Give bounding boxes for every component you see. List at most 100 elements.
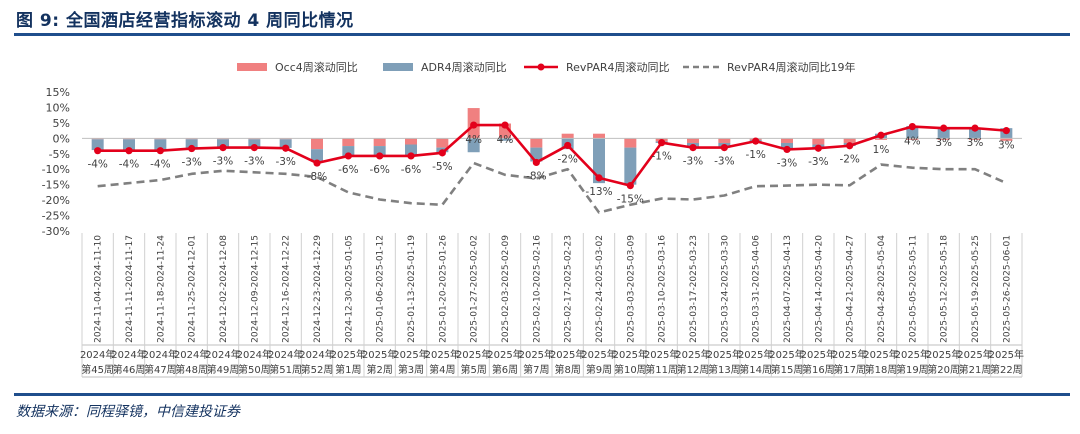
y-tick-label: -20% (42, 194, 70, 207)
revpar-data-label: -8% (526, 170, 546, 182)
occ-bar (937, 138, 950, 140)
occ-bar (718, 138, 731, 143)
revpar-data-label: -3% (213, 156, 233, 168)
revpar-point (971, 124, 979, 132)
adr-bar (342, 146, 355, 157)
revpar-data-label: 1% (873, 144, 890, 156)
x-year-label: 2024年 (299, 348, 334, 361)
legend-marker-2 (537, 63, 545, 71)
y-tick-label: 0% (53, 132, 70, 145)
x-week-label: 第46周 (113, 363, 146, 376)
adr-bar (279, 139, 292, 148)
x-year-label: 2025年 (957, 348, 992, 361)
x-week-label: 第52周 (301, 363, 334, 376)
x-week-label: 第1周 (335, 363, 361, 376)
revpar-data-label: -1% (651, 151, 671, 163)
x-week-label: 第13周 (708, 363, 741, 376)
x-year-label: 2025年 (801, 348, 836, 361)
source-note: 数据来源：同程驿镜，中信建投证券 (16, 404, 240, 420)
x-category-label: 2025-01-27-2025-02-02 (470, 235, 480, 343)
occ-bar (561, 133, 574, 139)
x-category-label: 2024-12-23-2024-12-29 (313, 235, 323, 343)
y-tick-label: -25% (42, 210, 70, 223)
x-year-label: 2025年 (456, 348, 491, 361)
x-category-label: 2025-03-03-2025-03-09 (626, 235, 636, 343)
adr-bar (123, 139, 135, 151)
x-week-label: 第11周 (645, 363, 678, 376)
occ-bar (624, 138, 637, 148)
x-year-label: 2024年 (111, 348, 146, 361)
x-category-label: 2024-11-25-2024-12-01 (188, 235, 198, 343)
revpar-point (595, 174, 603, 182)
x-axis: 2024-11-04-2024-11-10 2024-11-11-2024-11-… (80, 233, 1024, 378)
revpar-point (219, 144, 227, 152)
revpar-point (376, 152, 384, 160)
revpar19-line (97, 161, 1007, 214)
x-week-label: 第14周 (739, 363, 772, 376)
x-category-label: 2024-12-02-2024-12-08 (219, 235, 229, 343)
x-week-label: 第3周 (398, 363, 424, 376)
x-category-label: 2024-11-18-2024-11-24 (156, 235, 166, 343)
revpar-data-label: 3% (935, 137, 952, 149)
revpar-point (564, 141, 572, 150)
revpar-data-label: -4% (119, 159, 139, 171)
occ-bar (311, 138, 323, 150)
revpar-data-label: -3% (808, 156, 828, 168)
occ-bar (436, 138, 449, 148)
adr-bar (185, 139, 198, 148)
revpar-point (940, 124, 948, 132)
revpar-point (814, 144, 822, 152)
x-category-label: 2025-05-12-2025-05-18 (940, 235, 950, 343)
occ-bar (781, 138, 793, 143)
revpar-data-label: -3% (181, 157, 201, 169)
occ-bar (405, 138, 417, 145)
x-week-label: 第49周 (207, 363, 240, 376)
top-rule (14, 33, 1070, 36)
legend-label-0: Occ4周滚动同比 (275, 60, 358, 74)
revpar-data-label: -3% (275, 156, 295, 168)
adr-bar (593, 138, 605, 184)
data-labels: -4% -4% -4% -3% -3% -3% -3% -8% -6% -6% -6% -5% 4% 4%… (87, 134, 1014, 206)
x-year-label: 2025年 (393, 348, 428, 361)
occ-bar (1000, 138, 1013, 141)
occ-bar (969, 138, 981, 140)
bottom-rule (14, 393, 1070, 396)
revpar-point (125, 147, 133, 155)
x-category-label: 2024-12-16-2024-12-22 (282, 235, 292, 343)
revpar-data-label: 3% (967, 137, 984, 149)
x-category-label: 2024-12-09-2024-12-15 (250, 235, 260, 343)
adr-bar (499, 138, 511, 141)
x-week-label: 第15周 (771, 363, 804, 376)
revpar-data-label: -3% (244, 156, 264, 168)
lines (94, 121, 1010, 214)
x-year-label: 2025年 (425, 348, 460, 361)
x-year-label: 2025年 (644, 348, 679, 361)
adr-bar (91, 139, 104, 151)
adr-bar (248, 139, 261, 148)
revpar-point (282, 144, 290, 152)
revpar-data-label: -6% (401, 164, 421, 176)
adr-bar (937, 128, 950, 139)
y-axis: 15% 10% 5% 0% -5% -10% -15% -20% -25% -30% (42, 86, 70, 238)
x-week-label: 第22周 (990, 363, 1023, 376)
x-category-label: 2025-04-07-2025-04-13 (783, 235, 793, 343)
x-category-label: 2025-02-17-2025-02-23 (564, 235, 574, 343)
revpar-data-label: -6% (338, 164, 358, 176)
y-tick-label: -15% (42, 179, 70, 192)
x-year-label: 2025年 (519, 348, 554, 361)
x-week-label: 第4周 (429, 363, 455, 376)
revpar-point (94, 147, 102, 155)
x-category-label: 2025-01-06-2025-01-12 (376, 235, 386, 343)
revpar-point (250, 144, 258, 152)
revpar-data-label: -2% (557, 153, 577, 165)
revpar-point (752, 137, 760, 145)
revpar-data-label: -4% (150, 159, 170, 171)
x-week-label: 第12周 (677, 363, 710, 376)
x-year-label: 2024年 (143, 348, 178, 361)
x-week-label: 第7周 (523, 363, 549, 376)
x-year-label: 2024年 (80, 348, 115, 361)
revpar-point (689, 144, 697, 152)
x-year-label: 2025年 (362, 348, 397, 361)
revpar-point (407, 152, 415, 160)
revpar-point (501, 121, 509, 129)
